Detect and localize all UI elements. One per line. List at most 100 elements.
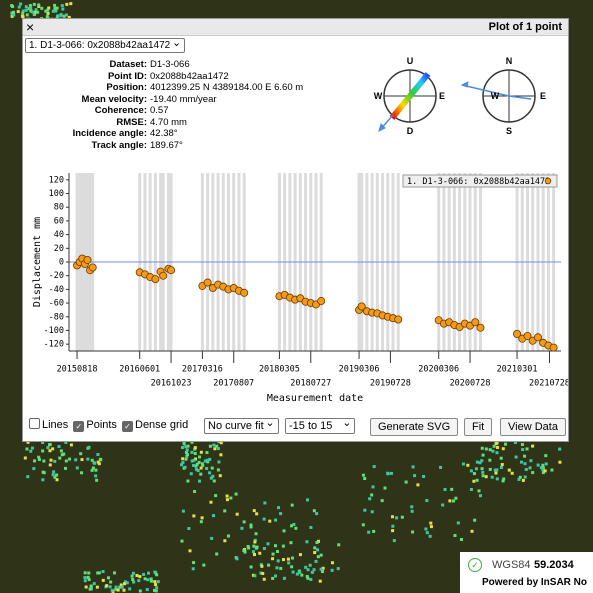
compass-label: W [374, 91, 383, 101]
map-point [476, 479, 479, 482]
map-point [253, 541, 256, 544]
map-point [25, 447, 28, 450]
map-point [102, 579, 105, 582]
map-point [271, 557, 274, 560]
x-tick-label: 20150818 [57, 365, 98, 375]
map-point [473, 472, 476, 475]
map-point [381, 499, 384, 502]
map-point [93, 462, 96, 465]
generate-svg-button[interactable]: Generate SVG [370, 418, 458, 436]
map-point [144, 577, 147, 580]
map-point [515, 456, 518, 459]
map-point [52, 10, 55, 13]
map-point [85, 586, 88, 589]
map-point [147, 572, 150, 575]
map-point [190, 472, 193, 475]
y-tick-label: -20 [49, 271, 64, 281]
lines-label: Lines [42, 419, 68, 431]
map-point [213, 447, 216, 450]
map-point [370, 493, 373, 496]
points-checkbox[interactable]: ✓ [73, 421, 84, 432]
map-point [52, 473, 55, 476]
map-point [235, 557, 238, 560]
map-point [58, 445, 61, 448]
map-point [42, 471, 45, 474]
map-point [89, 588, 92, 591]
map-point [545, 462, 548, 465]
map-point [462, 462, 465, 465]
map-point [521, 448, 524, 451]
data-point [204, 279, 211, 286]
legend-label: 1. D1-3-066: 0x2088b42aa1472 [407, 177, 550, 187]
map-point [482, 454, 485, 457]
map-point [53, 4, 56, 7]
map-point [59, 14, 62, 17]
map-point [479, 494, 482, 497]
map-point [274, 519, 277, 522]
dense-grid-checkbox[interactable]: ✓ [122, 421, 133, 432]
map-point [494, 472, 497, 475]
map-point [517, 478, 520, 481]
map-point [287, 561, 290, 564]
coordinate-panel: ✓ WGS84 59.2034 Powered by InSAR No [460, 552, 593, 593]
map-point [105, 584, 108, 587]
map-point [470, 469, 473, 472]
map-point [113, 571, 116, 574]
x-tick-label: 20180305 [259, 365, 300, 375]
map-point [372, 530, 375, 533]
map-point [109, 585, 112, 588]
map-point [319, 580, 322, 583]
map-point [391, 525, 394, 528]
y-tick-label: 80 [54, 203, 64, 213]
y-tick-label: -100 [44, 326, 64, 336]
map-point [502, 447, 505, 450]
map-point [219, 453, 222, 456]
map-point [41, 478, 44, 481]
map-point [521, 443, 524, 446]
map-point [256, 546, 259, 549]
fit-button[interactable]: Fit [464, 418, 492, 436]
map-point [117, 589, 120, 592]
lines-checkbox[interactable] [29, 418, 40, 429]
map-point [504, 443, 507, 446]
data-point [477, 324, 484, 331]
map-point [192, 561, 195, 564]
map-point [470, 488, 473, 491]
map-point [453, 534, 456, 537]
view-data-button[interactable]: View Data [500, 418, 566, 436]
map-point [48, 449, 51, 452]
map-point [213, 479, 216, 482]
map-point [390, 472, 393, 475]
map-point [296, 573, 299, 576]
map-point [501, 463, 504, 466]
map-point [153, 589, 156, 592]
map-point [520, 461, 523, 464]
map-point [193, 490, 196, 493]
map-point [247, 545, 250, 548]
y-tick-label: 120 [49, 175, 64, 185]
map-point [290, 565, 293, 568]
map-point [21, 12, 24, 15]
y-tick-label: 60 [54, 216, 64, 226]
map-point [412, 465, 415, 468]
map-point [205, 451, 208, 454]
map-point [61, 4, 64, 7]
map-point [137, 579, 140, 582]
map-point [98, 571, 101, 574]
map-point [362, 474, 365, 477]
map-point [184, 466, 187, 469]
map-point [187, 527, 190, 530]
map-point [18, 6, 21, 9]
map-point [54, 10, 57, 13]
map-point [42, 460, 45, 463]
map-point [202, 564, 205, 567]
map-point [305, 540, 308, 543]
map-point [102, 570, 105, 573]
map-point [240, 527, 243, 530]
range-select[interactable]: -15 to 15 [285, 418, 355, 434]
map-point [276, 550, 279, 553]
map-point [494, 469, 497, 472]
map-point [558, 448, 561, 451]
map-point [84, 571, 87, 574]
curve-fit-select[interactable]: No curve fit [204, 418, 279, 434]
